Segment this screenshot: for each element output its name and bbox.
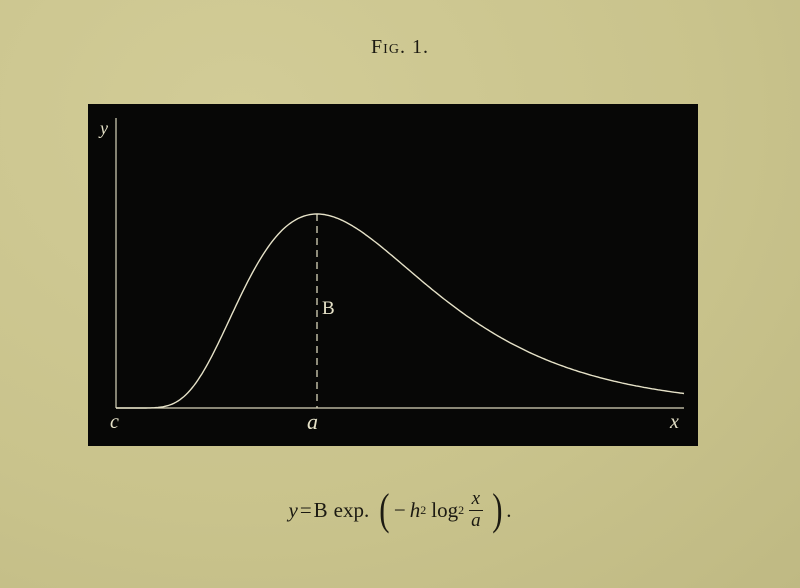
eq-frac-denominator: a <box>471 509 481 531</box>
eq-frac-numerator: x <box>468 488 484 511</box>
eq-end: . <box>506 497 512 522</box>
origin-label: c <box>110 411 119 433</box>
eq-coefficient: B <box>313 497 328 522</box>
eq-log-exponent: 2 <box>458 502 465 517</box>
x-axis-label: x <box>669 411 679 433</box>
eq-open-paren: ( <box>379 485 390 534</box>
eq-h-exponent: 2 <box>420 502 427 517</box>
eq-minus: − <box>393 497 406 522</box>
plot-plate: y x c a B <box>88 104 698 446</box>
eq-close-paren: ) <box>491 485 503 534</box>
y-axis-label: y <box>98 118 108 138</box>
lognormal-plot: y x c a B <box>98 118 685 434</box>
figure-title: Fig. 1. <box>371 36 429 58</box>
peak-x-label: a <box>307 409 318 434</box>
lognormal-curve <box>116 213 685 409</box>
peak-height-label: B <box>322 298 335 319</box>
eq-h: h <box>409 497 421 522</box>
eq-log: log <box>431 497 459 522</box>
eq-fraction: x a <box>468 488 484 532</box>
eq-function: exp. <box>333 497 370 522</box>
eq-lhs: y <box>288 497 298 522</box>
eq-equals: = <box>299 497 312 522</box>
